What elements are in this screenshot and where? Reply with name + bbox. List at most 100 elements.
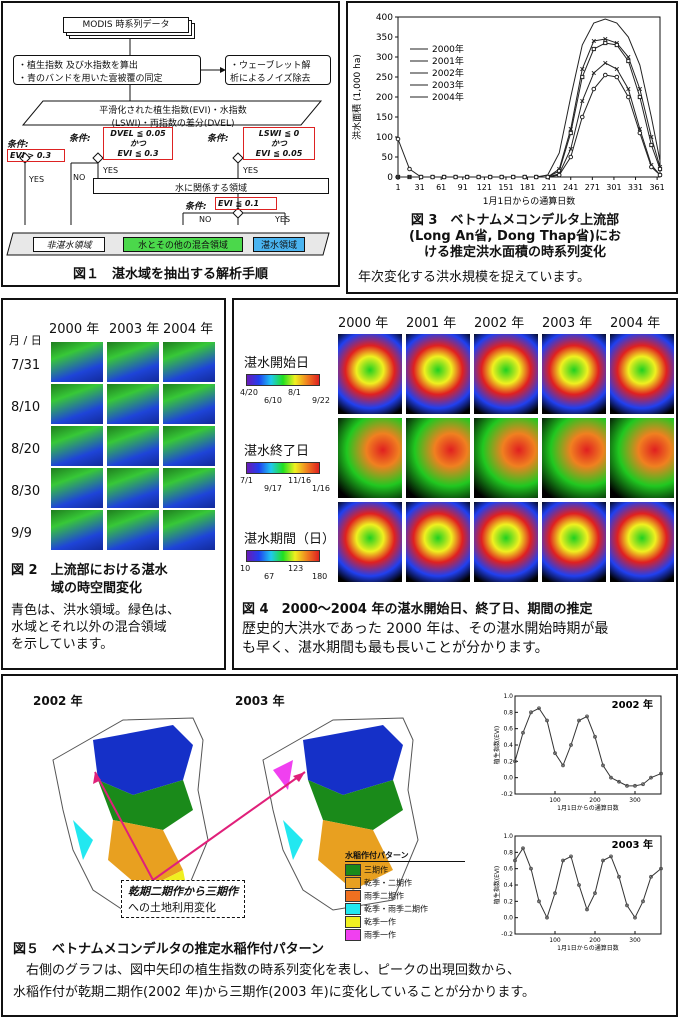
fig5-legend-title: 水稲作付パターン bbox=[345, 850, 465, 862]
y-tick-label: 0.4 bbox=[503, 882, 513, 889]
evi-point bbox=[641, 782, 645, 787]
x-tick-label: 61 bbox=[436, 183, 446, 192]
fig2-panel: 月 / 日 2000 年 2003 年 2004 年 7/31 8/10 8/20 8… bbox=[1, 298, 226, 670]
fig2-map-cell bbox=[107, 510, 159, 550]
evi-point bbox=[609, 854, 613, 859]
cond-lswi-box: LSWI ≦ 0 かつ EVI ≦ 0.05 bbox=[243, 127, 315, 160]
evi-point bbox=[577, 718, 581, 723]
fig3-caption-line1: 図 3 ベトナムメコンデルタ上流部 bbox=[410, 213, 620, 228]
data-point bbox=[395, 174, 401, 180]
data-point bbox=[545, 174, 551, 180]
data-point bbox=[579, 114, 585, 120]
fig4-legend2-colorbar bbox=[246, 462, 320, 474]
cond1-label: 条件: bbox=[7, 140, 29, 150]
data-point bbox=[626, 86, 631, 92]
fig4-legend1-tick: 4/20 bbox=[240, 388, 258, 397]
fig4-legend2-tick: 7/1 bbox=[240, 476, 253, 485]
index-calc-line2: ・青のバンドを用いた雲被覆の同定 bbox=[18, 74, 163, 84]
data-point bbox=[637, 86, 642, 92]
y-tick-label: -0.2 bbox=[501, 931, 513, 938]
fig3-caption: 図 3 ベトナムメコンデルタ上流部 (Long An省, Dong Thap省)… bbox=[360, 213, 670, 261]
fig4-map-cell bbox=[542, 334, 606, 414]
fig2-year-1: 2003 年 bbox=[109, 322, 160, 337]
data-point bbox=[637, 94, 642, 100]
fig5-desc-line2: 水稲作付が乾期二期作(2002 年)から三期作(2003 年)に変化していること… bbox=[13, 985, 536, 1000]
fig5-legend-item: 雨季二期作 bbox=[345, 890, 465, 902]
y-axis-label: 植生指数(EVI) bbox=[493, 866, 501, 904]
x-tick-label: 300 bbox=[629, 797, 641, 804]
fig4-map-cell bbox=[610, 502, 674, 582]
evi-point bbox=[553, 751, 557, 756]
fig5-desc: 右側のグラフは、図中矢印の植生指数の時系列変化を表し、ピークの出現回数から、 水… bbox=[13, 960, 673, 1004]
evi-point bbox=[625, 903, 629, 908]
fig1-caption: 図１ 湛水域を抽出する解析手順 bbox=[72, 267, 268, 282]
y-tick-label: 250 bbox=[376, 73, 393, 83]
fig5-panel: 2002 年 2003 年 乾期二期作から三期作 への土地利用変化 水稲作付パタ… bbox=[1, 674, 678, 1017]
cond4-label: 条件: bbox=[185, 202, 207, 212]
fig2-date-1: 8/10 bbox=[11, 400, 41, 415]
chart-title: 2003 年 bbox=[612, 838, 653, 851]
yes-label-3: YES bbox=[243, 166, 259, 175]
evi-line bbox=[514, 707, 662, 787]
cond-dvel-box: DVEL ≦ 0.05 かつ EVI ≦ 0.3 bbox=[103, 127, 173, 160]
fig5-legend-label: 三期作 bbox=[364, 865, 388, 875]
fig2-date-2: 8/20 bbox=[11, 442, 41, 457]
data-point bbox=[626, 54, 631, 60]
evi-point bbox=[513, 759, 517, 764]
y-tick-label: -0.2 bbox=[501, 791, 513, 798]
fig4-map-cell bbox=[542, 502, 606, 582]
data-point bbox=[580, 74, 585, 80]
fig3-caption-line2: (Long An省, Dong Thap省)にお bbox=[409, 229, 621, 244]
y-tick-label: 350 bbox=[376, 33, 393, 43]
fig5-legend-swatch bbox=[345, 916, 361, 928]
y-tick-label: 1.0 bbox=[503, 693, 513, 700]
chart-title: 2002 年 bbox=[612, 698, 653, 711]
data-point bbox=[603, 60, 608, 66]
x-tick-label: 181 bbox=[520, 183, 535, 192]
evi-point bbox=[545, 915, 549, 920]
modis-stack: MODIS 時系列データ bbox=[63, 17, 195, 39]
fig2-map-cell bbox=[163, 384, 215, 424]
x-tick-label: 100 bbox=[549, 937, 561, 944]
fig4-legend3-title: 湛水期間（日） bbox=[244, 532, 336, 547]
fig5-legend-label: 乾季・雨季二期作 bbox=[364, 904, 428, 914]
index-calc-line1: ・植生指数 及び水指数を算出 bbox=[18, 61, 138, 71]
out-mixed: 水とその他の混合領域 bbox=[123, 237, 243, 252]
data-point bbox=[395, 136, 401, 142]
data-point bbox=[591, 38, 596, 44]
fig2-caption: 図 2 上流部における湛水 域の時空間変化 bbox=[11, 562, 221, 598]
fig4-legend3-tick: 10 bbox=[240, 564, 251, 573]
data-point bbox=[441, 174, 447, 180]
fig4-year-1: 2001 年 bbox=[406, 316, 457, 331]
evi-point bbox=[553, 891, 557, 896]
y-tick-label: 0.2 bbox=[503, 898, 513, 905]
evi-point bbox=[569, 854, 573, 859]
legend-label: 2000年 bbox=[432, 43, 464, 55]
fig5-maps bbox=[52, 717, 419, 911]
cond-evi2-box: EVI ≦ 0.1 bbox=[215, 197, 277, 210]
y-tick-label: 0.6 bbox=[503, 726, 513, 733]
x-tick-label: 331 bbox=[628, 183, 643, 192]
fig5-legend-label: 乾季・二期作 bbox=[364, 878, 412, 888]
cond-dvel-line2: かつ bbox=[130, 139, 146, 148]
arrow-note-line2: への土地利用変化 bbox=[128, 901, 216, 914]
y-tick-label: 0.0 bbox=[503, 915, 513, 922]
evi-point bbox=[545, 718, 549, 723]
legend-label: 2004年 bbox=[432, 91, 464, 103]
data-point bbox=[407, 174, 412, 180]
evi-point bbox=[601, 763, 605, 768]
fig2-map-cell bbox=[51, 426, 103, 466]
data-point bbox=[649, 164, 654, 170]
delta-map-2003 bbox=[262, 717, 419, 911]
cond-evi-box: EVI > 0.3 bbox=[7, 149, 65, 162]
fig5-legend-swatch bbox=[345, 903, 361, 915]
fig4-map-cell bbox=[406, 502, 470, 582]
fig5-legend-item: 雨季一作 bbox=[345, 929, 465, 941]
cond-lswi-line3: EVI ≦ 0.05 bbox=[255, 149, 303, 158]
x-tick-label: 301 bbox=[606, 183, 621, 192]
fig4-legend3-tick: 180 bbox=[312, 572, 328, 581]
evi-point bbox=[521, 730, 525, 735]
fig4-desc-line2: も早く、湛水期間も最も長いことが分かります。 bbox=[242, 640, 549, 656]
no-label-1: NO bbox=[73, 173, 86, 182]
data-point bbox=[568, 130, 573, 136]
